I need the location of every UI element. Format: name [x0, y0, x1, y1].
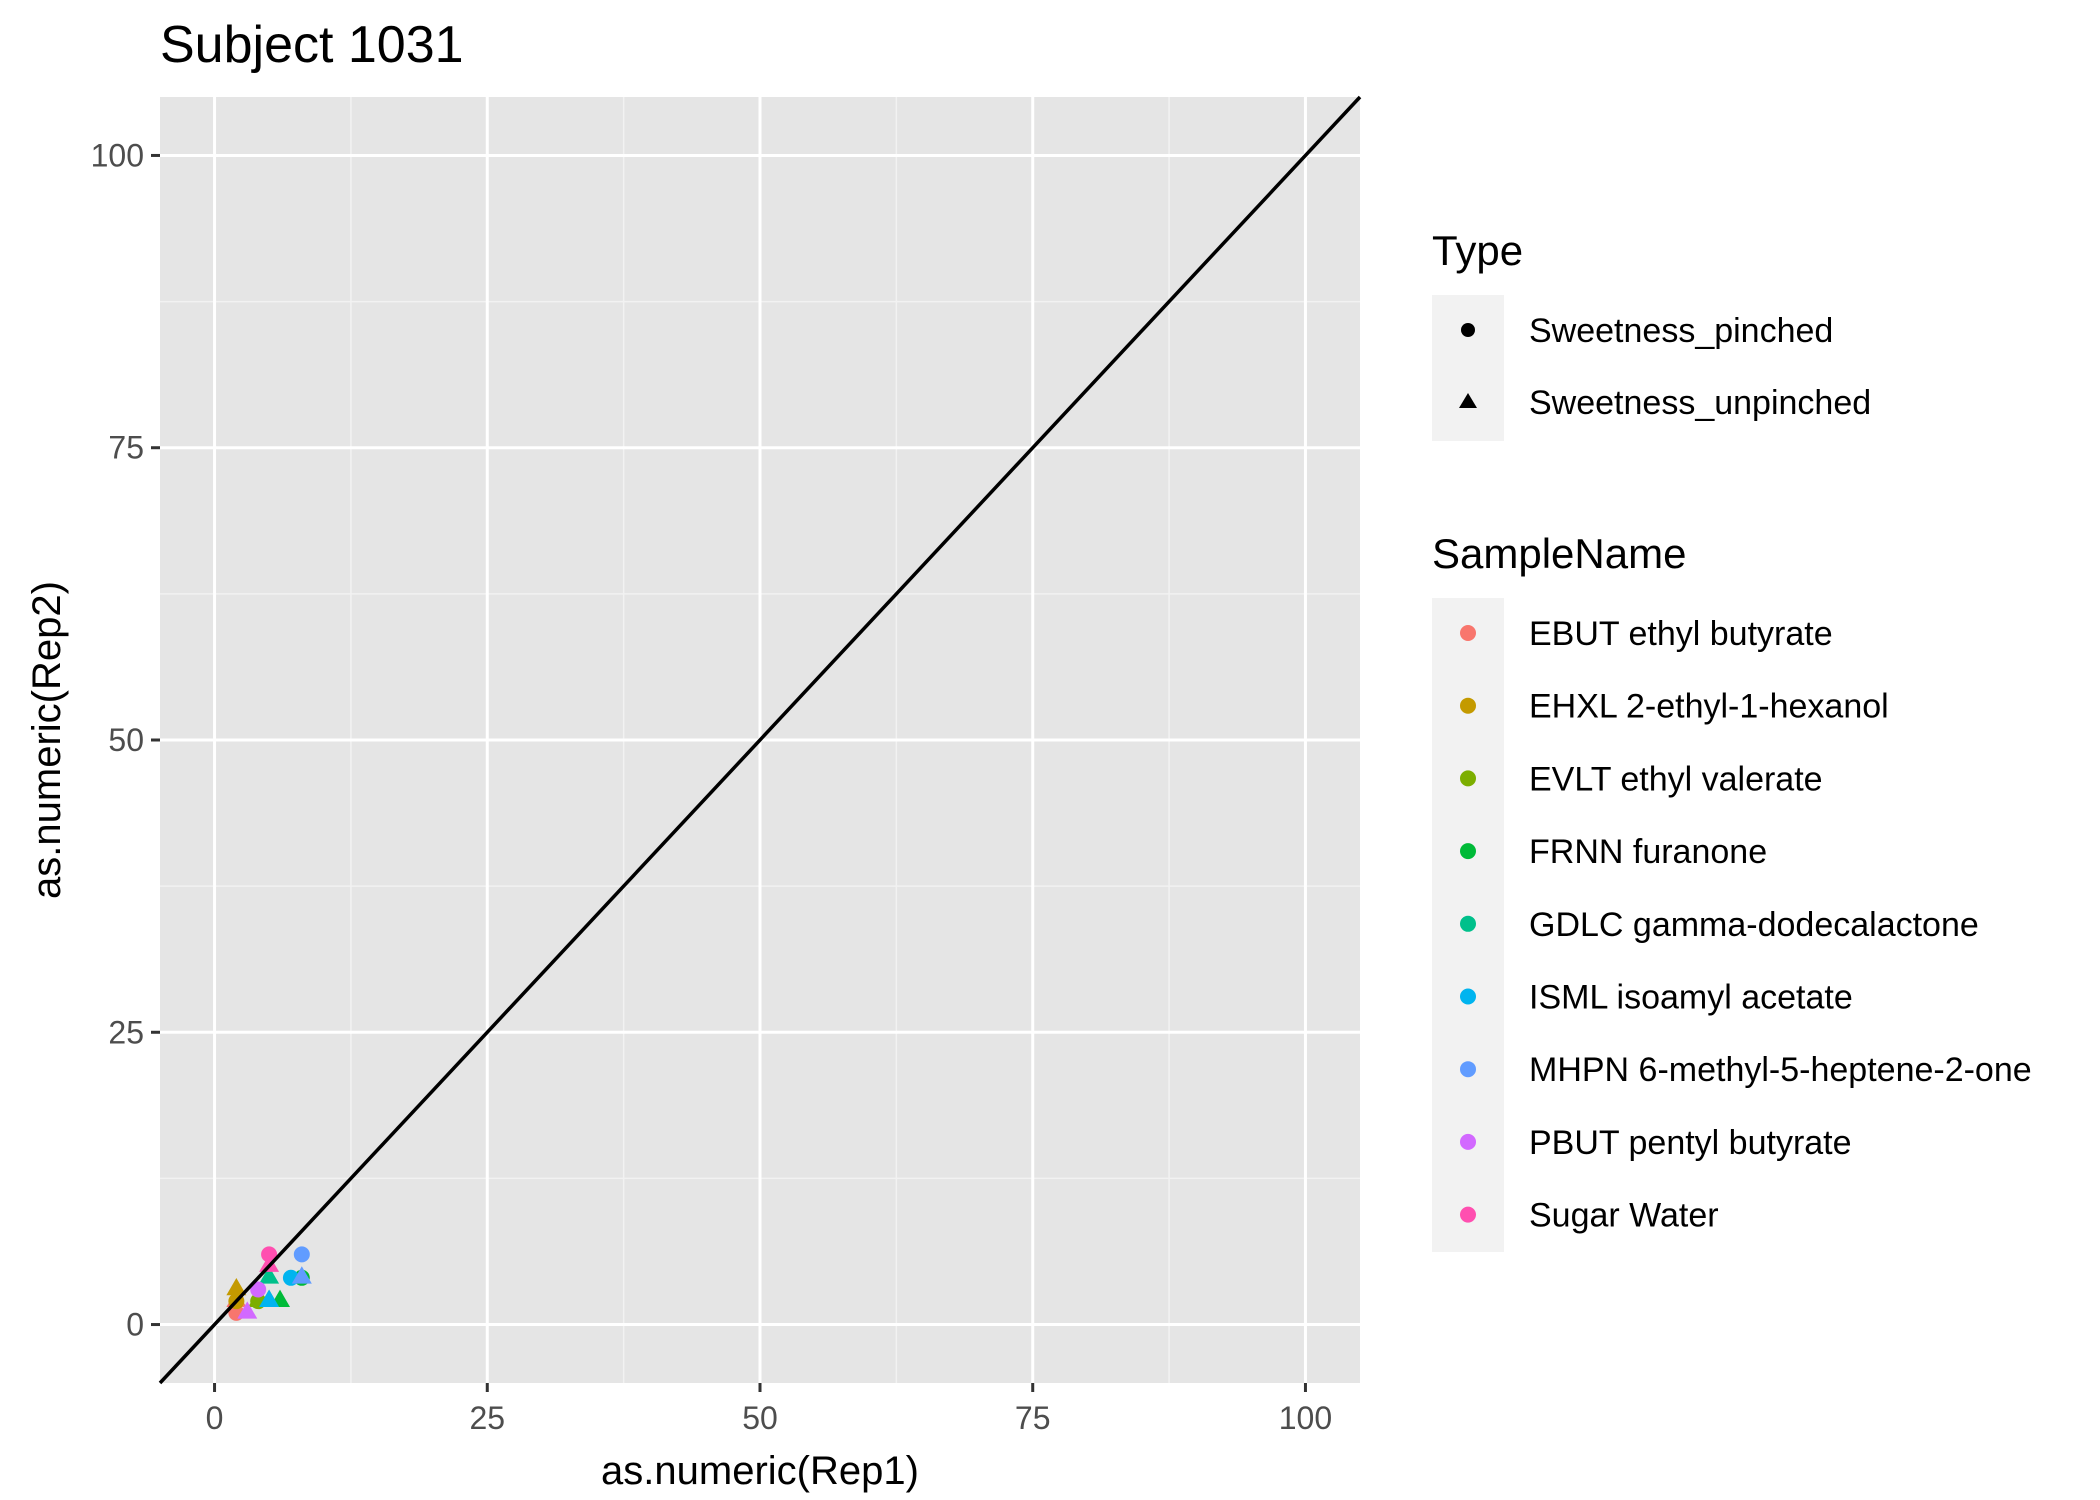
y-axis-title: as.numeric(Rep2): [25, 581, 69, 899]
legend-color-swatch-icon: [1460, 697, 1476, 714]
x-tick-label: 100: [1279, 1400, 1332, 1436]
x-axis-title: as.numeric(Rep1): [601, 1449, 919, 1493]
legend-sample-label: Sugar Water: [1529, 1197, 1719, 1235]
legend-sample-label: MHPN 6-methyl-5-heptene-2-one: [1529, 1051, 2032, 1089]
data-point-circle: [261, 1246, 278, 1263]
legend-type-label: Sweetness_unpinched: [1529, 384, 1871, 422]
identity-reference-line: [158, 95, 1362, 1385]
data-point-circle: [250, 1281, 267, 1298]
y-axis: 0 25 50 75 100: [91, 137, 160, 1343]
legend-color-swatch-icon: [1460, 915, 1476, 932]
legend-color-swatch-icon: [1460, 1133, 1476, 1150]
legend-sample-label: PBUT pentyl butyrate: [1529, 1124, 1852, 1162]
legend-color-swatch-icon: [1460, 770, 1476, 787]
legend-sample-label: FRNN furanone: [1529, 833, 1767, 871]
circle-key-icon: [1461, 323, 1475, 337]
legend-type-label: Sweetness_pinched: [1529, 312, 1833, 350]
data-point-triangle: [259, 1289, 280, 1307]
data-point-triangle: [291, 1266, 312, 1284]
legend-color-swatch-icon: [1460, 843, 1476, 860]
legend-type-title: Type: [1432, 227, 1523, 274]
x-tick-label: 75: [1015, 1400, 1051, 1436]
legend-color-swatch-icon: [1460, 1206, 1476, 1223]
triangle-key-icon: [1459, 393, 1477, 408]
legend-sample-name: SampleName EBUT ethyl butyrate EHXL 2-eth…: [1432, 530, 2032, 1252]
x-axis: 0 25 50 75 100: [206, 1383, 1332, 1436]
legend-type: Type Sweetness_pinched Sweetness_unpinch…: [1432, 227, 1871, 441]
data-point-triangle: [259, 1254, 280, 1272]
y-tick-label: 25: [108, 1014, 144, 1050]
legend-sample-label: EBUT ethyl butyrate: [1529, 615, 1833, 653]
y-tick-label: 50: [108, 722, 144, 758]
legend-sample-label: GDLC gamma-dodecalactone: [1529, 906, 1979, 944]
data-point-triangle: [259, 1266, 280, 1284]
x-tick-label: 25: [469, 1400, 505, 1436]
legend-color-swatch-icon: [1460, 1061, 1476, 1078]
y-tick-label: 0: [126, 1307, 144, 1343]
data-point-circle: [293, 1246, 310, 1263]
y-tick-label: 75: [108, 430, 144, 466]
data-point-triangle: [226, 1277, 247, 1296]
data-point-triangle: [237, 1301, 258, 1319]
legend-sample-label: EVLT ethyl valerate: [1529, 760, 1823, 798]
x-tick-label: 0: [206, 1400, 224, 1436]
legend-sample-label: ISML isoamyl acetate: [1529, 979, 1853, 1017]
x-tick-label: 50: [742, 1400, 778, 1436]
chart-title: Subject 1031: [160, 16, 464, 74]
legend-type-key-background: [1432, 295, 1504, 441]
legend-color-swatch-icon: [1460, 625, 1476, 641]
legend-sample-label: EHXL 2-ethyl-1-hexanol: [1529, 688, 1889, 726]
legend-sample-title: SampleName: [1432, 530, 1686, 577]
legend-color-swatch-icon: [1460, 988, 1476, 1005]
y-tick-label: 100: [91, 137, 144, 173]
